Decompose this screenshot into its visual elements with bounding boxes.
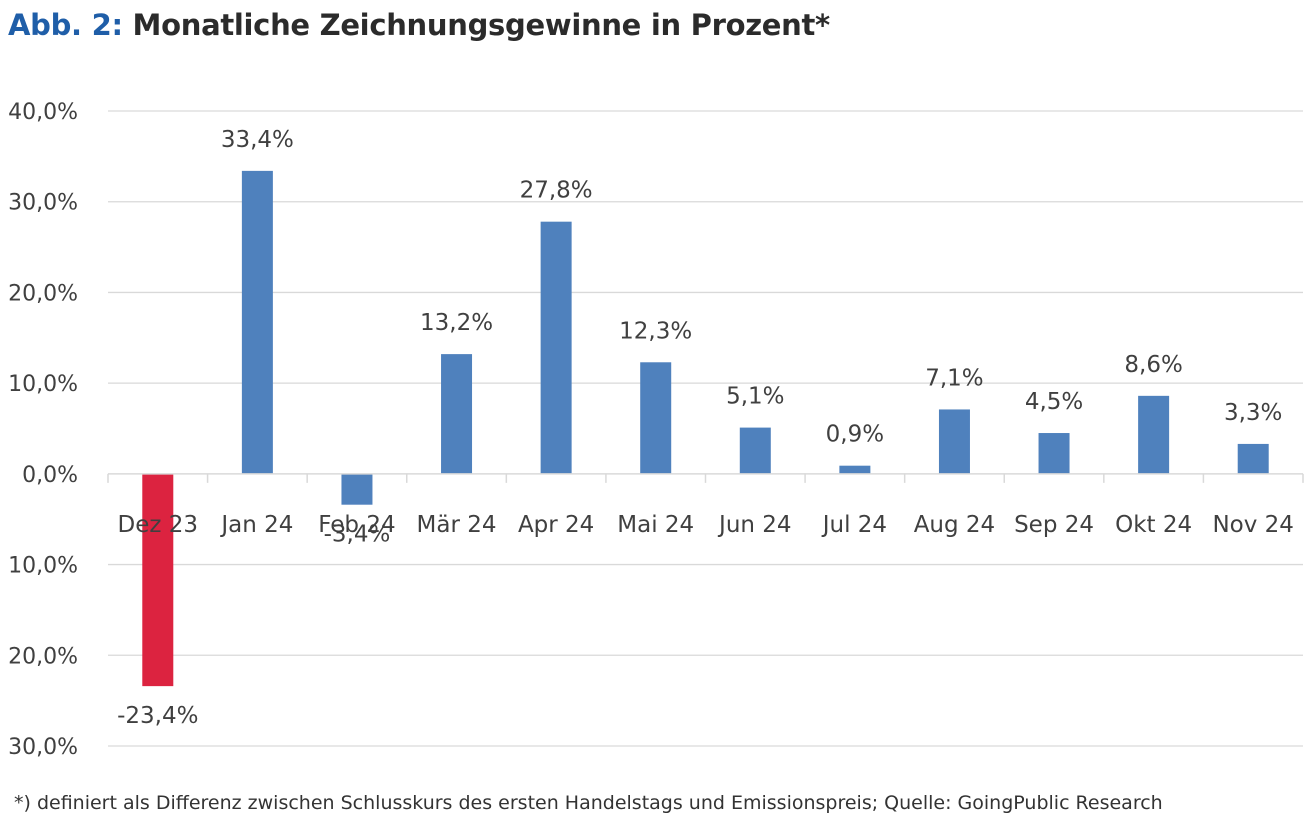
x-category-label: Jan 24: [219, 512, 293, 538]
bar: [1138, 395, 1170, 474]
x-category-label: Nov 24: [1212, 512, 1293, 538]
x-category-label: Mai 24: [617, 512, 694, 538]
x-category-label: Dez 23: [118, 512, 199, 538]
bar: [341, 473, 373, 505]
data-label: 33,4%: [221, 127, 294, 153]
x-axis-category-labels: Dez 23 Jan 24 Feb 24 Mär 24 Apr 24 Mai 24 Jun …: [118, 512, 1294, 538]
data-labels: -23,4% 33,4% -3,4% 13,2% 27,8% 12,3% 5,1% 0,9% 7…: [117, 127, 1282, 729]
footnote-source: *) definiert als Differenz zwischen Schl…: [14, 792, 1163, 814]
y-tick-label: 0,0%: [22, 463, 78, 488]
bar: [938, 409, 970, 474]
data-label: 7,1%: [925, 365, 983, 391]
y-tick-label: 20,0%: [8, 644, 78, 669]
bar-chart: 40,0%30,0%20,0%10,0%0,0%10,0%20,0%30,0% …: [8, 100, 1304, 760]
x-category-label: Apr 24: [518, 512, 594, 538]
chart-title-text: Monatliche Zeichnungsgewinne in Prozent*: [132, 8, 831, 42]
y-axis-tick-labels: 40,0% 30,0% 20,0% 10,0% 0,0% 10,0% 20,0% 30,0%: [8, 100, 78, 760]
bar: [839, 465, 871, 474]
y-tick-label: 30,0%: [8, 735, 78, 760]
data-label: 8,6%: [1124, 352, 1182, 378]
bar: [241, 170, 273, 474]
y-tick-label: 20,0%: [8, 281, 78, 306]
figure-number: Abb. 2:: [8, 8, 123, 42]
data-label: 0,9%: [826, 422, 884, 448]
chart-title: Abb. 2: Monatliche Zeichnungsgewinne in …: [8, 8, 830, 42]
bar: [739, 427, 771, 474]
x-category-label: Feb 24: [318, 512, 395, 538]
x-category-label: Jul 24: [821, 512, 887, 538]
bars: [142, 170, 1269, 687]
gridlines: [108, 110, 1303, 747]
data-label: 13,2%: [420, 310, 493, 336]
bar: [142, 473, 174, 687]
x-axis: [107, 473, 1304, 483]
x-category-label: Okt 24: [1115, 512, 1192, 538]
y-tick-label: 40,0%: [8, 100, 78, 125]
data-label: 3,3%: [1224, 400, 1282, 426]
y-tick-label: 10,0%: [8, 554, 78, 579]
data-label: 5,1%: [726, 384, 784, 410]
data-label: 4,5%: [1025, 389, 1083, 415]
data-label: 27,8%: [520, 178, 593, 204]
data-label: -3,4%: [324, 522, 391, 548]
bar: [1237, 443, 1269, 474]
x-category-label: Jun 24: [717, 512, 792, 538]
bar: [441, 354, 473, 474]
x-category-label: Sep 24: [1014, 512, 1094, 538]
bar: [640, 362, 672, 474]
y-tick-label: 10,0%: [8, 372, 78, 397]
x-category-label: Aug 24: [914, 512, 996, 538]
y-tick-label: 30,0%: [8, 191, 78, 216]
data-label: 12,3%: [619, 318, 692, 344]
x-category-label: Mär 24: [417, 512, 497, 538]
bar: [540, 221, 572, 474]
data-label: -23,4%: [117, 703, 198, 729]
bar: [1038, 433, 1070, 474]
